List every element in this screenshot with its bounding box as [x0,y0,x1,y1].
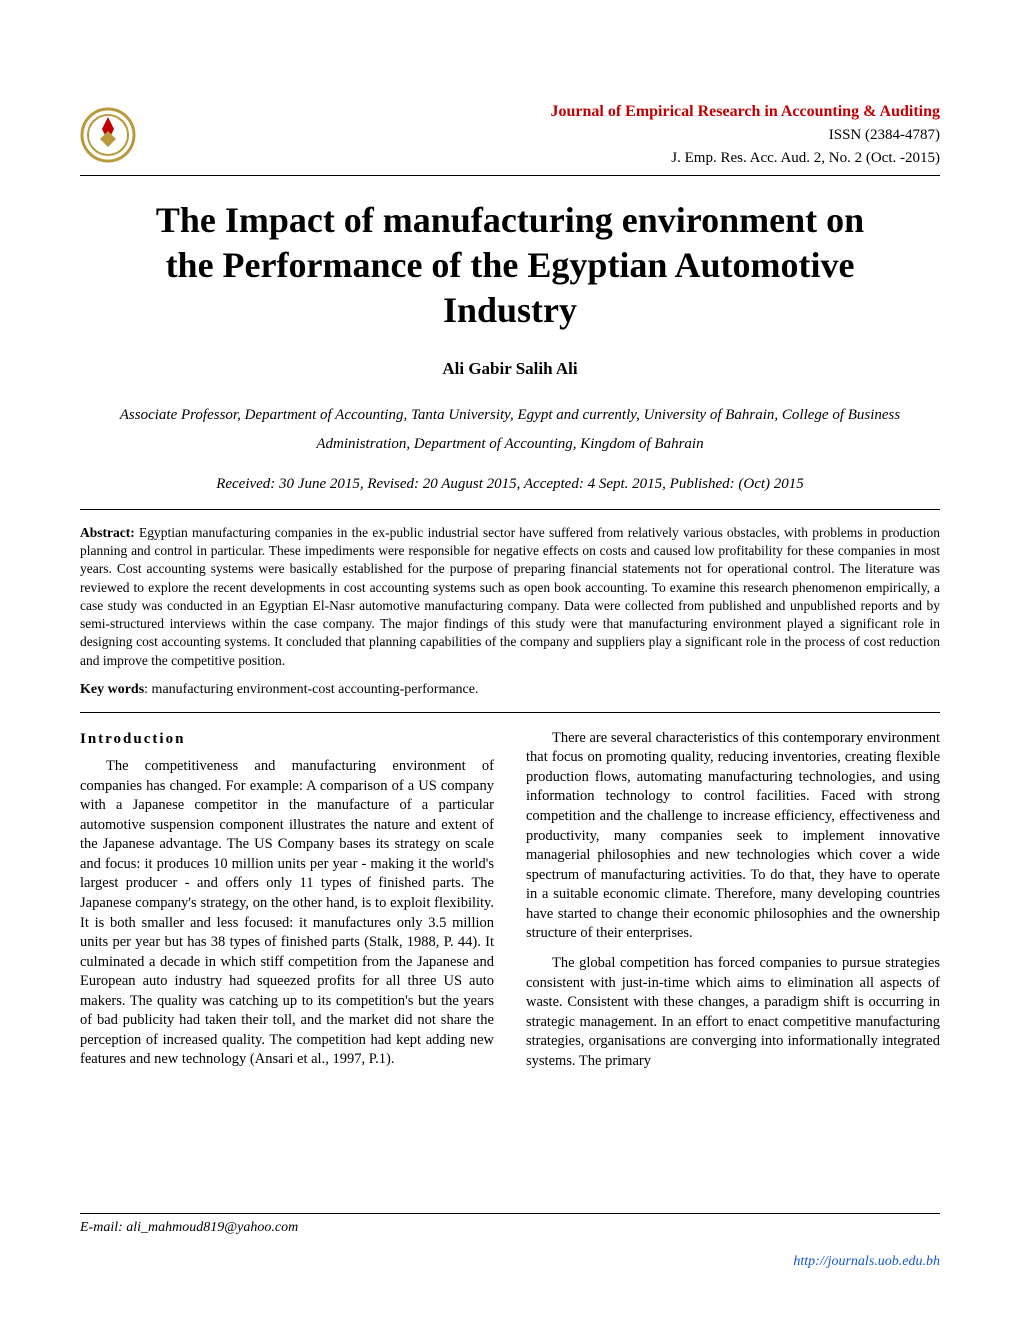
abstract-text: Egyptian manufacturing companies in the … [80,525,940,668]
body-paragraph: The competitiveness and manufacturing en… [80,757,494,1070]
body-paragraph: The global competition has forced compan… [526,954,940,1071]
section-heading: Introduction [80,729,494,749]
keywords-label: Key words [80,682,144,697]
journal-meta: Journal of Empirical Research in Account… [156,100,940,169]
keywords-text: : manufacturing environment-cost account… [144,682,478,697]
journal-name: Journal of Empirical Research in Account… [156,100,940,124]
footer-rule [80,1213,940,1214]
body-paragraph: There are several characteristics of thi… [526,729,940,944]
author-affiliation: Associate Professor, Department of Accou… [80,401,940,458]
body-columns: Introduction The competitiveness and man… [80,729,940,1082]
keywords: Key words: manufacturing environment-cos… [80,682,940,713]
right-column: There are several characteristics of thi… [526,729,940,1082]
article-dates: Received: 30 June 2015, Revised: 20 Augu… [80,476,940,510]
article-title: The Impact of manufacturing environment … [140,198,880,333]
abstract: Abstract: Egyptian manufacturing compani… [80,524,940,670]
page-footer: E-mail: ali_mahmoud819@yahoo.com http://… [80,1213,940,1270]
corresponding-email: E-mail: ali_mahmoud819@yahoo.com [80,1220,940,1236]
author-name: Ali Gabir Salih Ali [80,359,940,379]
left-column: Introduction The competitiveness and man… [80,729,494,1082]
journal-logo-icon [80,107,136,163]
abstract-label: Abstract: [80,525,135,540]
journal-citation: J. Emp. Res. Acc. Aud. 2, No. 2 (Oct. -2… [156,147,940,170]
journal-header: Journal of Empirical Research in Account… [80,100,940,176]
journal-issn: ISSN (2384-4787) [156,124,940,147]
journal-url: http://journals.uob.edu.bh [80,1254,940,1270]
